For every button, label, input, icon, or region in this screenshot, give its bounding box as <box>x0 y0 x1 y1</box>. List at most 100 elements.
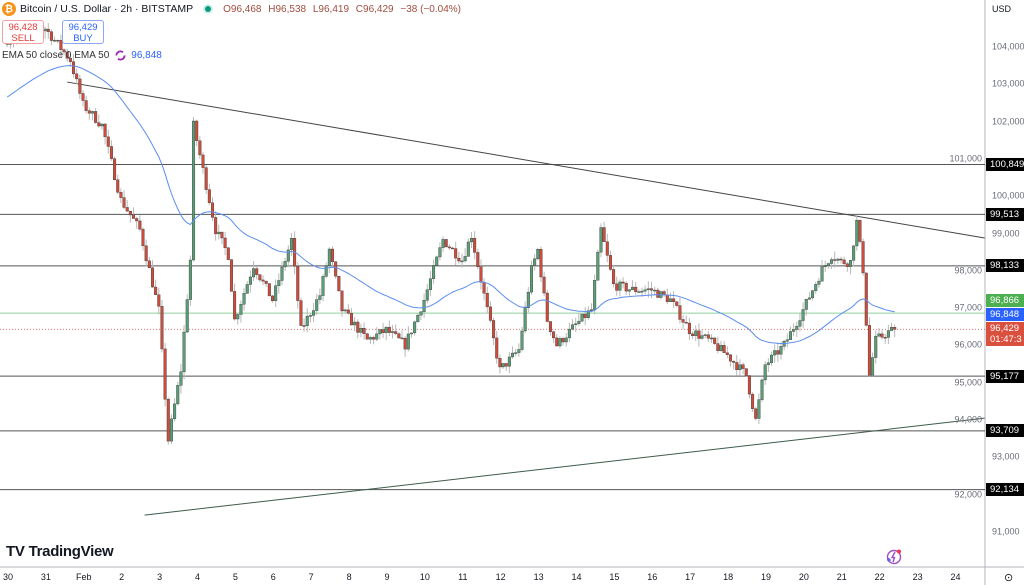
time-tick: 21 <box>836 572 847 582</box>
candle-up <box>852 245 856 261</box>
candle-up <box>817 280 821 285</box>
candle-up <box>627 289 631 292</box>
trendline-descending-resistance <box>67 81 985 239</box>
candle-down <box>722 345 726 354</box>
candle-down <box>97 122 101 127</box>
candle-up <box>315 299 319 311</box>
candle-down <box>264 280 268 284</box>
candle-up <box>536 249 540 260</box>
candle-down <box>381 329 385 333</box>
candle-down <box>741 364 745 369</box>
low-value: L96,419 <box>312 3 350 15</box>
candle-down <box>552 331 556 339</box>
buy-button[interactable]: 96,429 BUY <box>62 20 104 44</box>
candle-up <box>640 290 644 293</box>
candle-up <box>242 293 246 305</box>
indicator-legend[interactable]: EMA 50 close 0 EMA 50 96,848 <box>2 50 162 61</box>
candle-up <box>432 265 436 279</box>
candle-up <box>327 248 331 266</box>
candle-down <box>492 320 496 339</box>
candle-up <box>586 310 590 318</box>
candle-up <box>763 364 767 381</box>
candle-down <box>334 261 338 277</box>
candle-up <box>529 265 533 293</box>
currency-label[interactable]: USD <box>992 4 1012 14</box>
candle-up <box>738 364 742 371</box>
buy-label: BUY <box>73 33 93 44</box>
candle-down <box>258 274 262 281</box>
candle-down <box>116 179 120 193</box>
candle-up <box>637 291 641 293</box>
candle-down <box>583 313 587 318</box>
tradingview-logo[interactable]: TV TradingView <box>6 543 114 560</box>
candle-up <box>779 346 783 355</box>
candle-down <box>125 207 129 212</box>
candle-down <box>198 140 202 156</box>
candle-up <box>700 335 704 339</box>
candle-down <box>84 100 88 111</box>
candle-down <box>261 279 265 282</box>
sell-price: 96,428 <box>8 22 38 33</box>
gear-icon[interactable]: ⊙ <box>1004 572 1014 584</box>
candle-down <box>106 136 110 147</box>
candle-down <box>744 368 748 376</box>
candle-up <box>441 239 445 248</box>
ohlc-values: O96,468 H96,538 L96,419 C96,429 −38 (−0.… <box>223 4 465 15</box>
candle-up <box>807 297 811 300</box>
time-tick: 22 <box>874 572 885 582</box>
candle-up <box>801 309 805 321</box>
candle-down <box>201 154 205 168</box>
candle-up <box>593 280 597 310</box>
candle-up <box>280 266 284 281</box>
price-tick: 102,000 <box>992 116 1024 127</box>
candle-down <box>476 252 480 267</box>
sell-label: SELL <box>11 33 35 44</box>
time-tick: 20 <box>798 572 809 582</box>
candle-up <box>599 227 603 253</box>
candle-up <box>305 315 309 326</box>
sell-button[interactable]: 96,428 SELL <box>2 20 44 44</box>
candle-down <box>403 337 407 350</box>
candle-up <box>514 352 518 354</box>
candle-up <box>90 111 94 114</box>
candle-down <box>267 283 271 297</box>
price-tick: 96,000 <box>954 339 982 350</box>
time-tick: 17 <box>685 572 696 582</box>
symbol-title[interactable]: Bitcoin / U.S. Dollar · 2h · BITSTAMP <box>20 3 194 15</box>
candle-down <box>454 248 458 259</box>
candle-down <box>504 363 508 367</box>
candle-down <box>624 282 628 292</box>
candle-up <box>643 289 647 292</box>
candle-down <box>842 259 846 264</box>
candle-down <box>132 214 136 219</box>
ema-price-label: 96,848 <box>986 307 1024 321</box>
time-tick: 30 <box>2 572 14 582</box>
candle-up <box>877 333 881 337</box>
buy-price: 96,429 <box>68 22 98 33</box>
candle-up <box>375 333 379 340</box>
candle-down <box>634 286 638 292</box>
candle-up <box>795 325 799 330</box>
indicator-value: 96,848 <box>131 50 162 61</box>
candle-up <box>814 284 818 291</box>
candle-down <box>195 120 199 141</box>
candle-up <box>788 331 792 340</box>
time-tick: 24 <box>950 572 961 582</box>
lightning-icon[interactable] <box>884 548 902 566</box>
candle-up <box>886 330 890 338</box>
level-price-label: 95,177 <box>986 369 1024 383</box>
candle-up <box>277 280 281 286</box>
candle-up <box>580 313 584 322</box>
candle-down <box>495 337 499 359</box>
candle-down <box>621 281 625 284</box>
candle-up <box>820 266 824 282</box>
time-tick: 9 <box>384 572 390 582</box>
price-tick: 95,000 <box>954 377 982 388</box>
candle-up <box>830 259 834 264</box>
candle-down <box>331 248 335 263</box>
logo-text: TradingView <box>28 543 114 560</box>
price-tick: 94,000 <box>954 414 982 425</box>
candle-down <box>735 362 739 371</box>
candle-up <box>179 371 183 386</box>
